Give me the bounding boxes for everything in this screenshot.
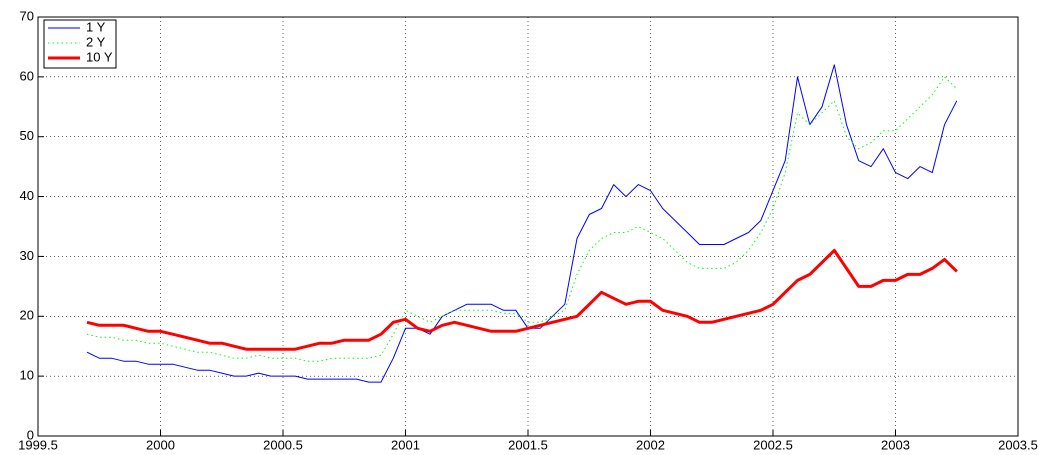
x-tick-label: 2001 [391, 437, 420, 452]
x-tick-label: 2002.5 [753, 437, 793, 452]
x-tick-label: 2003 [881, 437, 910, 452]
series-line [86, 248, 958, 351]
y-tick-label: 20 [20, 308, 34, 323]
x-tick-label: 2000 [146, 437, 175, 452]
y-tick-label: 30 [20, 248, 34, 263]
x-tick-label: 2002 [636, 437, 665, 452]
y-tick-label: 50 [20, 128, 34, 143]
x-tick-label: 2001.5 [508, 437, 548, 452]
x-tick-label: 2003.5 [998, 437, 1038, 452]
x-tick-label: 1999.5 [18, 437, 58, 452]
plot-area [38, 17, 1018, 436]
legend-label: 10 Y [86, 49, 113, 64]
x-tick-label: 2000.5 [263, 437, 303, 452]
plot-frame [37, 16, 1019, 437]
y-tick-label: 0 [27, 427, 34, 442]
y-tick-label: 60 [20, 68, 34, 83]
series-line [86, 64, 958, 383]
series-line [86, 76, 958, 362]
legend-label: 1 Y [86, 19, 106, 34]
legend-label: 2 Y [86, 34, 106, 49]
y-tick-label: 40 [20, 188, 34, 203]
y-tick-label: 10 [20, 368, 34, 383]
y-tick-label: 70 [20, 8, 34, 23]
